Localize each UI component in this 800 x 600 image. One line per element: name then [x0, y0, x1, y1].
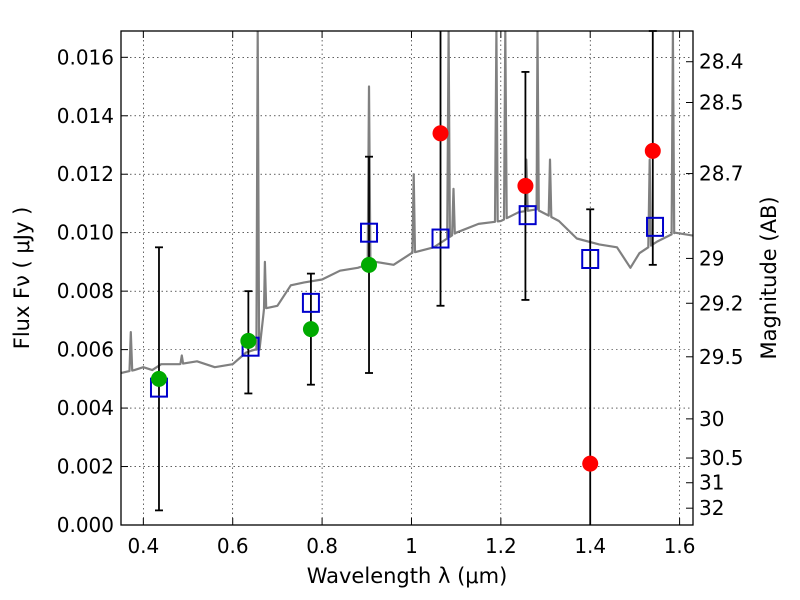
y2-tick-label: 30.5	[699, 446, 744, 470]
y2-tick-label: 28.4	[699, 50, 744, 74]
y2-tick-label: 32	[699, 496, 724, 520]
model-square	[646, 216, 665, 237]
observed-photometry-markers	[150, 125, 661, 472]
y2-tick-label: 28.5	[699, 90, 744, 114]
y-tick-label: 0.008	[57, 279, 114, 303]
y2-tick-label: 28.7	[699, 162, 744, 186]
x-tick-label: 0.4	[127, 534, 159, 558]
y-tick-label: 0.016	[57, 45, 114, 69]
x-tick-label: 0.6	[217, 534, 249, 558]
observed-point	[582, 455, 599, 472]
x-tick-label: 0.8	[306, 534, 338, 558]
y-tick-label: 0.000	[57, 513, 114, 537]
y2-tick-label: 29.2	[699, 291, 744, 315]
model-spectrum	[121, 31, 693, 375]
model-square	[431, 228, 450, 249]
y-axis-ticks: 0.000 0.002 0.004 0.006 0.008 0.010 0.012 0.014…	[57, 45, 128, 537]
x-tick-label: 1.6	[664, 534, 696, 558]
model-square	[360, 222, 379, 243]
y-axis-label: Flux Fν ( μJy )	[10, 207, 34, 350]
error-bars	[154, 30, 657, 525]
plot-frame	[120, 30, 694, 526]
grid	[121, 31, 693, 526]
observed-point	[644, 142, 661, 159]
x-axis-label: Wavelength λ (μm)	[307, 564, 508, 588]
observed-point	[517, 177, 534, 194]
spectrum-line	[121, 31, 693, 375]
y-tick-label: 0.006	[57, 338, 114, 362]
observed-point	[361, 256, 378, 273]
x-tick-label: 1.4	[574, 534, 606, 558]
y-tick-label: 0.012	[57, 162, 114, 186]
observed-point	[240, 332, 257, 349]
model-square	[581, 249, 600, 269]
y-tick-label: 0.014	[57, 104, 114, 128]
x-axis-ticks: 0.4 0.6 0.8 1 1.2 1.4 1.6	[127, 31, 696, 558]
y-tick-label: 0.010	[57, 221, 114, 245]
y2-tick-label: 29	[699, 246, 724, 270]
y-tick-label: 0.004	[57, 396, 114, 420]
x-tick-label: 1.2	[485, 534, 517, 558]
y2-tick-label: 30	[699, 407, 724, 431]
y-tick-label: 0.002	[57, 455, 114, 479]
y2-tick-label: 29.5	[699, 345, 744, 369]
model-square	[518, 205, 537, 226]
observed-point	[150, 370, 167, 387]
model-square	[301, 292, 320, 313]
y2-tick-label: 31	[699, 471, 724, 495]
x-tick-label: 1	[405, 534, 418, 558]
model-photometry-markers	[149, 205, 665, 398]
observed-point	[432, 125, 449, 142]
observed-point	[302, 321, 319, 338]
y2-axis-label: Magnitude (AB)	[757, 196, 781, 359]
